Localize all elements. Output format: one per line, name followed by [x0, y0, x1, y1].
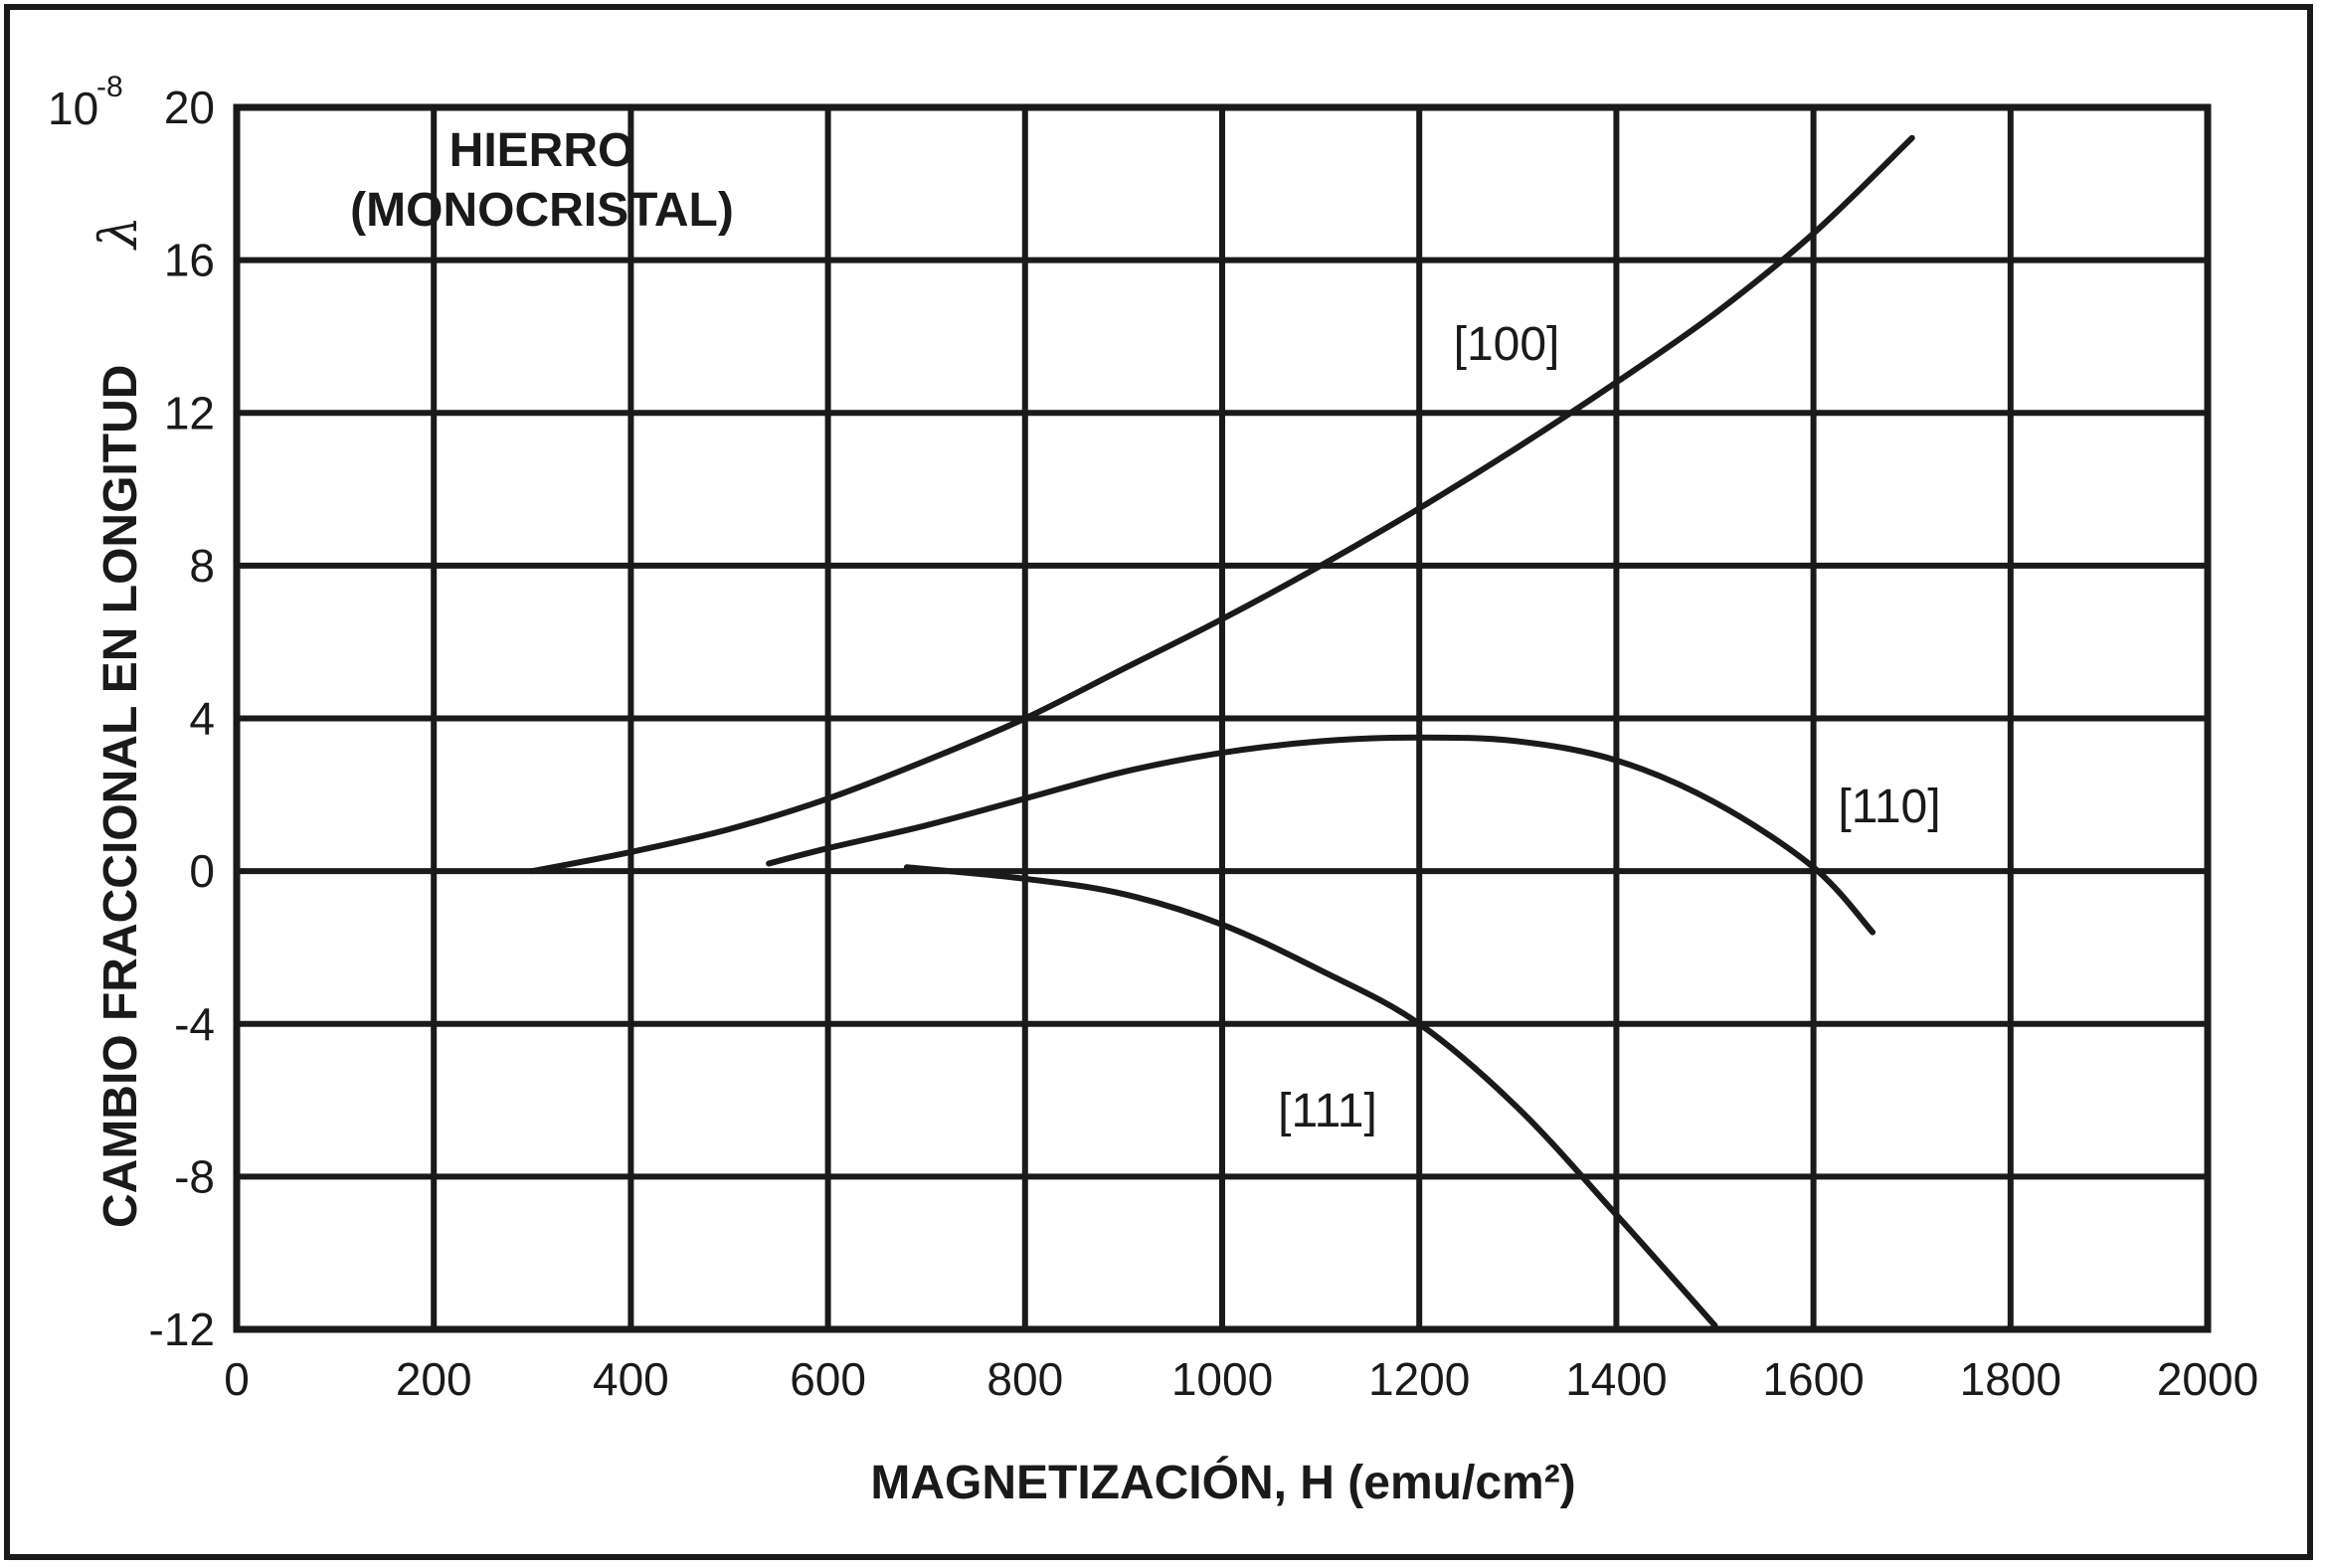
y-tick-label-20: 20 — [164, 82, 215, 133]
y-multiplier-base: 10 — [48, 83, 98, 134]
chart-title: HIERRO — [449, 124, 635, 177]
x-tick-label-1000: 1000 — [1171, 1353, 1273, 1405]
y-tick-label-12: 12 — [164, 387, 215, 438]
series-lines — [529, 134, 1915, 1329]
y-axis-title: CAMBIO FRACCIONAL EN LONGITUD — [94, 365, 147, 1228]
series-line-1 — [766, 734, 1877, 936]
x-tick-label-200: 200 — [396, 1353, 472, 1405]
y-tick-labels: -12 -8 -4 0 4 8 12 16 20 — [149, 82, 215, 1355]
x-tick-label-600: 600 — [790, 1353, 866, 1405]
series-label-100: [100] — [1454, 318, 1560, 371]
x-tick-label-0: 0 — [224, 1353, 250, 1405]
series-label-111: [111] — [1278, 1085, 1377, 1137]
x-tick-label-1600: 1600 — [1762, 1353, 1864, 1405]
y-tick-label--12: -12 — [149, 1304, 215, 1355]
series-line-2 — [903, 864, 1718, 1329]
y-multiplier-exponent: -8 — [96, 71, 123, 103]
x-tick-label-1400: 1400 — [1565, 1353, 1667, 1405]
series-label-110: [110] — [1838, 781, 1940, 833]
x-tick-label-1800: 1800 — [1960, 1353, 2061, 1405]
y-tick-label-0: 0 — [189, 845, 215, 897]
x-tick-label-800: 800 — [986, 1353, 1063, 1405]
y-tick-label--8: -8 — [174, 1150, 215, 1202]
y-tick-label-16: 16 — [164, 235, 215, 286]
chart-frame — [4, 4, 2313, 1560]
y-tick-label--4: -4 — [174, 998, 215, 1050]
grid — [237, 107, 2208, 1329]
x-tick-label-2000: 2000 — [2157, 1353, 2258, 1405]
plot-border — [233, 103, 2212, 1333]
x-tick-labels: 0 200 400 600 800 1000 1200 1400 1600 1800 2000 — [224, 1353, 2258, 1405]
y-axis-symbol: λ — [89, 216, 149, 251]
y-tick-label-4: 4 — [189, 693, 215, 745]
x-tick-label-1200: 1200 — [1368, 1353, 1470, 1405]
series-line-0 — [529, 134, 1915, 875]
x-tick-label-400: 400 — [593, 1353, 669, 1405]
y-tick-label-8: 8 — [189, 540, 215, 592]
x-axis-title: MAGNETIZACIÓN, H (emu/cm²) — [870, 1455, 1575, 1509]
chart-subtitle: (MONOCRISTAL) — [350, 184, 734, 237]
